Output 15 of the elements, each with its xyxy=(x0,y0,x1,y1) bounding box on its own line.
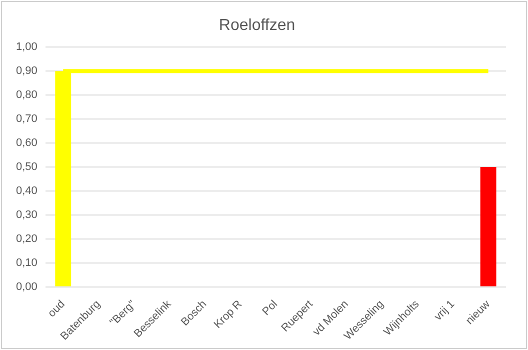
y-tick-label: 0,00 xyxy=(16,280,38,293)
y-tick-label: 0,20 xyxy=(16,232,38,245)
x-tick-label: Pol xyxy=(260,298,280,318)
y-tick-label: 0,70 xyxy=(16,113,38,126)
y-tick-label: 1,00 xyxy=(16,41,38,54)
y-tick-label: 0,50 xyxy=(16,161,38,174)
y-tick-label: 0,30 xyxy=(16,208,38,221)
y-tick-label: 0,40 xyxy=(16,184,38,197)
chart-title: Roeloffzen xyxy=(218,17,296,34)
x-tick-label: vrij 1 xyxy=(432,298,458,324)
x-tick-label: Krop R xyxy=(212,298,245,331)
y-tick-label: 0,10 xyxy=(16,256,38,269)
y-tick-label: 0,80 xyxy=(16,89,38,102)
y-tick-label: 0,60 xyxy=(16,137,38,150)
y-tick-label: 0,90 xyxy=(16,65,38,78)
